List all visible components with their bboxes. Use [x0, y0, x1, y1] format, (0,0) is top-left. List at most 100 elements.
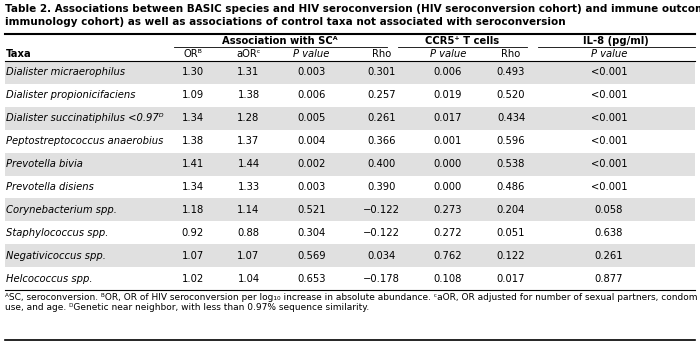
Text: 1.41: 1.41 [181, 159, 204, 169]
Text: 1.31: 1.31 [237, 68, 260, 78]
Text: 0.366: 0.366 [368, 136, 395, 146]
Text: Rho: Rho [501, 49, 521, 59]
Text: 0.434: 0.434 [497, 113, 525, 123]
Text: <0.001: <0.001 [591, 113, 627, 123]
Text: 1.18: 1.18 [181, 205, 204, 215]
Text: 0.390: 0.390 [368, 182, 395, 192]
Text: 0.204: 0.204 [497, 205, 525, 215]
Bar [5, 107, 695, 130]
Text: 0.521: 0.521 [298, 205, 326, 215]
Text: Corynebacterium spp.: Corynebacterium spp. [6, 205, 116, 215]
Text: 0.762: 0.762 [434, 251, 462, 261]
Text: 0.058: 0.058 [595, 205, 623, 215]
Text: 0.017: 0.017 [434, 113, 462, 123]
Text: 1.38: 1.38 [237, 90, 260, 100]
Bar [5, 244, 695, 267]
Text: 0.003: 0.003 [298, 68, 326, 78]
Text: 0.304: 0.304 [298, 228, 326, 238]
Text: 0.596: 0.596 [497, 136, 525, 146]
Text: 0.273: 0.273 [434, 205, 462, 215]
Text: 0.108: 0.108 [434, 274, 462, 284]
Text: 1.14: 1.14 [237, 205, 260, 215]
Text: <0.001: <0.001 [591, 182, 627, 192]
Text: 1.34: 1.34 [181, 113, 204, 123]
Text: 1.44: 1.44 [237, 159, 260, 169]
Text: Rho: Rho [372, 49, 391, 59]
Text: 0.006: 0.006 [434, 68, 462, 78]
Text: <0.001: <0.001 [591, 159, 627, 169]
Text: 0.877: 0.877 [595, 274, 623, 284]
Text: 1.07: 1.07 [181, 251, 204, 261]
Text: aORᶜ: aORᶜ [237, 49, 260, 59]
Text: ᴬSC, seroconversion. ᴮOR, OR of HIV seroconversion per log₁₀ increase in absolut: ᴬSC, seroconversion. ᴮOR, OR of HIV sero… [5, 293, 697, 302]
Text: 1.37: 1.37 [237, 136, 260, 146]
Text: 0.261: 0.261 [595, 251, 623, 261]
Text: 1.09: 1.09 [181, 90, 204, 100]
Text: 0.003: 0.003 [298, 182, 326, 192]
Text: Table 2. Associations between BASIC species and HIV seroconversion (HIV seroconv: Table 2. Associations between BASIC spec… [5, 4, 700, 14]
Text: 0.122: 0.122 [497, 251, 525, 261]
Text: 0.005: 0.005 [298, 113, 326, 123]
Bar [5, 198, 695, 221]
Text: 0.486: 0.486 [497, 182, 525, 192]
Text: P value: P value [293, 49, 330, 59]
Text: Taxa: Taxa [6, 49, 32, 59]
Text: P value: P value [430, 49, 466, 59]
Text: Prevotella bivia: Prevotella bivia [6, 159, 83, 169]
Text: <0.001: <0.001 [591, 136, 627, 146]
Text: 0.569: 0.569 [298, 251, 326, 261]
Text: 0.001: 0.001 [434, 136, 462, 146]
Text: immunology cohort) as well as associations of control taxa not associated with s: immunology cohort) as well as associatio… [5, 17, 566, 27]
Text: Staphylococcus spp.: Staphylococcus spp. [6, 228, 108, 238]
Text: Prevotella disiens: Prevotella disiens [6, 182, 94, 192]
Text: 0.000: 0.000 [434, 159, 462, 169]
Text: Negativicoccus spp.: Negativicoccus spp. [6, 251, 106, 261]
Text: ORᴮ: ORᴮ [183, 49, 202, 59]
Text: 0.002: 0.002 [298, 159, 326, 169]
Text: 0.301: 0.301 [368, 68, 395, 78]
Text: CCR5⁺ T cells: CCR5⁺ T cells [425, 36, 499, 46]
Text: 0.019: 0.019 [434, 90, 462, 100]
Text: 0.400: 0.400 [368, 159, 395, 169]
Text: −0.122: −0.122 [363, 205, 400, 215]
Text: P value: P value [591, 49, 627, 59]
Bar [5, 61, 695, 84]
Text: Dialister propionicifaciens: Dialister propionicifaciens [6, 90, 135, 100]
Text: 0.638: 0.638 [595, 228, 623, 238]
Text: 0.272: 0.272 [434, 228, 462, 238]
Text: 1.34: 1.34 [181, 182, 204, 192]
Bar [5, 153, 695, 175]
Text: −0.178: −0.178 [363, 274, 400, 284]
Text: use, and age. ᴰGenetic near neighbor, with less than 0.97% sequence similarity.: use, and age. ᴰGenetic near neighbor, wi… [5, 303, 370, 312]
Text: Dialister micraerophilus: Dialister micraerophilus [6, 68, 125, 78]
Text: 1.28: 1.28 [237, 113, 260, 123]
Text: 0.520: 0.520 [497, 90, 525, 100]
Text: −0.122: −0.122 [363, 228, 400, 238]
Text: 0.000: 0.000 [434, 182, 462, 192]
Text: Helcococcus spp.: Helcococcus spp. [6, 274, 92, 284]
Text: 0.261: 0.261 [368, 113, 395, 123]
Text: Dialister succinatiphilus <0.97ᴰ: Dialister succinatiphilus <0.97ᴰ [6, 113, 163, 123]
Text: 1.04: 1.04 [237, 274, 260, 284]
Text: 0.006: 0.006 [298, 90, 326, 100]
Text: 0.004: 0.004 [298, 136, 326, 146]
Text: 0.257: 0.257 [368, 90, 395, 100]
Text: 1.33: 1.33 [237, 182, 260, 192]
Text: Peptostreptococcus anaerobius: Peptostreptococcus anaerobius [6, 136, 163, 146]
Text: 0.538: 0.538 [497, 159, 525, 169]
Text: 0.653: 0.653 [298, 274, 326, 284]
Text: <0.001: <0.001 [591, 90, 627, 100]
Text: 0.92: 0.92 [181, 228, 204, 238]
Text: 0.017: 0.017 [497, 274, 525, 284]
Text: <0.001: <0.001 [591, 68, 627, 78]
Text: Association with SCᴬ: Association with SCᴬ [222, 36, 338, 46]
Text: 1.38: 1.38 [181, 136, 204, 146]
Text: 0.88: 0.88 [237, 228, 260, 238]
Text: 1.30: 1.30 [181, 68, 204, 78]
Text: 0.051: 0.051 [497, 228, 525, 238]
Text: 0.493: 0.493 [497, 68, 525, 78]
Text: 0.034: 0.034 [368, 251, 395, 261]
Text: IL-8 (pg/ml): IL-8 (pg/ml) [583, 36, 649, 46]
Text: 1.07: 1.07 [237, 251, 260, 261]
Text: 1.02: 1.02 [181, 274, 204, 284]
